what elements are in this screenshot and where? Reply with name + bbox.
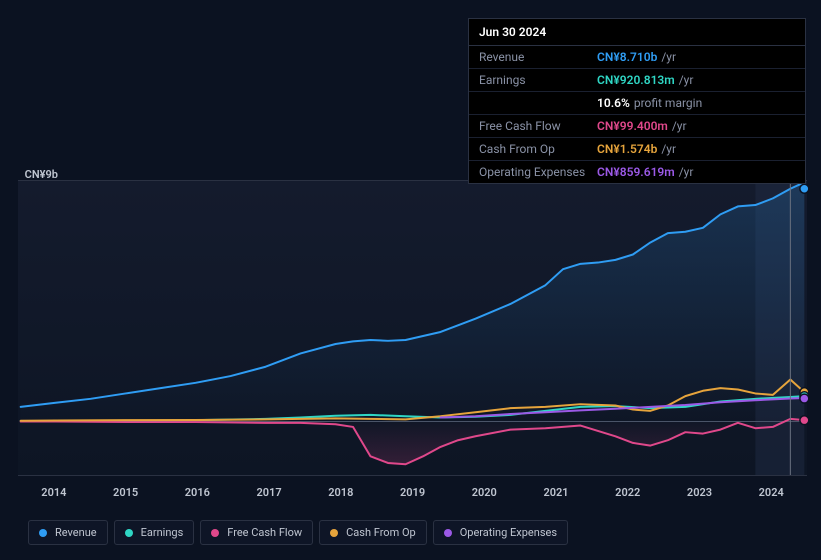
tooltip-row: Free Cash FlowCN¥99.400m/yr (469, 115, 805, 138)
x-axis-label: 2024 (735, 486, 807, 499)
legend-dot-icon (39, 529, 47, 537)
x-axis-label: 2017 (233, 486, 305, 499)
x-axis-label: 2020 (448, 486, 520, 499)
tooltip-row: EarningsCN¥920.813m/yr (469, 69, 805, 92)
legend-item-label: Revenue (55, 526, 97, 539)
tooltip-row-label: Free Cash Flow (479, 119, 597, 133)
tooltip-row-value: CN¥920.813m (597, 73, 675, 87)
chart-legend: Revenue Earnings Free Cash Flow Cash From O… (28, 520, 568, 545)
legend-item-label: Earnings (141, 526, 184, 539)
legend-item-fcf[interactable]: Free Cash Flow (200, 520, 313, 545)
revenue-area (21, 182, 805, 421)
tooltip-row-suffix: /yr (672, 119, 687, 133)
x-axis-label: 2021 (520, 486, 592, 499)
x-axis-label: 2022 (592, 486, 664, 499)
tooltip-row-suffix: /yr (661, 50, 676, 64)
legend-item-label: Operating Expenses (460, 526, 557, 539)
legend-item-cfo[interactable]: Cash From Op (319, 520, 427, 545)
tooltip-row: 10.6% profit margin (469, 92, 805, 115)
series-dot-fcf (800, 416, 809, 425)
legend-dot-icon (330, 529, 338, 537)
legend-dot-icon (125, 529, 133, 537)
tooltip-row-label (479, 96, 597, 110)
tooltip-date: Jun 30 2024 (469, 19, 805, 46)
tooltip-row-value: CN¥859.619m (597, 165, 675, 179)
tooltip-row-label: Revenue (479, 50, 597, 64)
tooltip-row-value: CN¥1.574b (597, 142, 657, 156)
x-axis: 2014201520162017201820192020202120222023… (18, 486, 807, 499)
legend-dot-icon (444, 529, 452, 537)
x-axis-label: 2016 (161, 486, 233, 499)
tooltip-row-suffix: /yr (679, 73, 694, 87)
tooltip-row-value: CN¥99.400m (597, 119, 668, 133)
x-axis-label: 2015 (90, 486, 162, 499)
legend-dot-icon (211, 529, 219, 537)
series-dot-opex (800, 394, 809, 403)
tooltip-row: Operating ExpensesCN¥859.619m/yr (469, 161, 805, 183)
legend-item-label: Cash From Op (346, 526, 416, 539)
tooltip-row-suffix: /yr (661, 142, 676, 156)
fcf-area (21, 419, 805, 464)
x-axis-label: 2019 (377, 486, 449, 499)
tooltip-row-label: Cash From Op (479, 142, 597, 156)
tooltip-row: RevenueCN¥8.710b/yr (469, 46, 805, 69)
tooltip-row-pct: 10.6% (597, 96, 630, 110)
legend-item-opex[interactable]: Operating Expenses (433, 520, 568, 545)
tooltip-row-label: Earnings (479, 73, 597, 87)
x-axis-label: 2014 (18, 486, 90, 499)
x-axis-label: 2023 (664, 486, 736, 499)
tooltip-row: Cash From OpCN¥1.574b/yr (469, 138, 805, 161)
chart-plot-area[interactable] (18, 180, 807, 476)
x-axis-label: 2018 (305, 486, 377, 499)
series-dot-revenue (800, 184, 809, 193)
chart-tooltip: Jun 30 2024RevenueCN¥8.710b/yrEarningsCN… (468, 18, 806, 184)
tooltip-row-value: CN¥8.710b (597, 50, 657, 64)
legend-item-earnings[interactable]: Earnings (114, 520, 195, 545)
tooltip-row-extra: profit margin (634, 96, 702, 110)
legend-item-revenue[interactable]: Revenue (28, 520, 108, 545)
tooltip-row-suffix: /yr (679, 165, 694, 179)
legend-item-label: Free Cash Flow (227, 526, 302, 539)
tooltip-row-label: Operating Expenses (479, 165, 597, 179)
